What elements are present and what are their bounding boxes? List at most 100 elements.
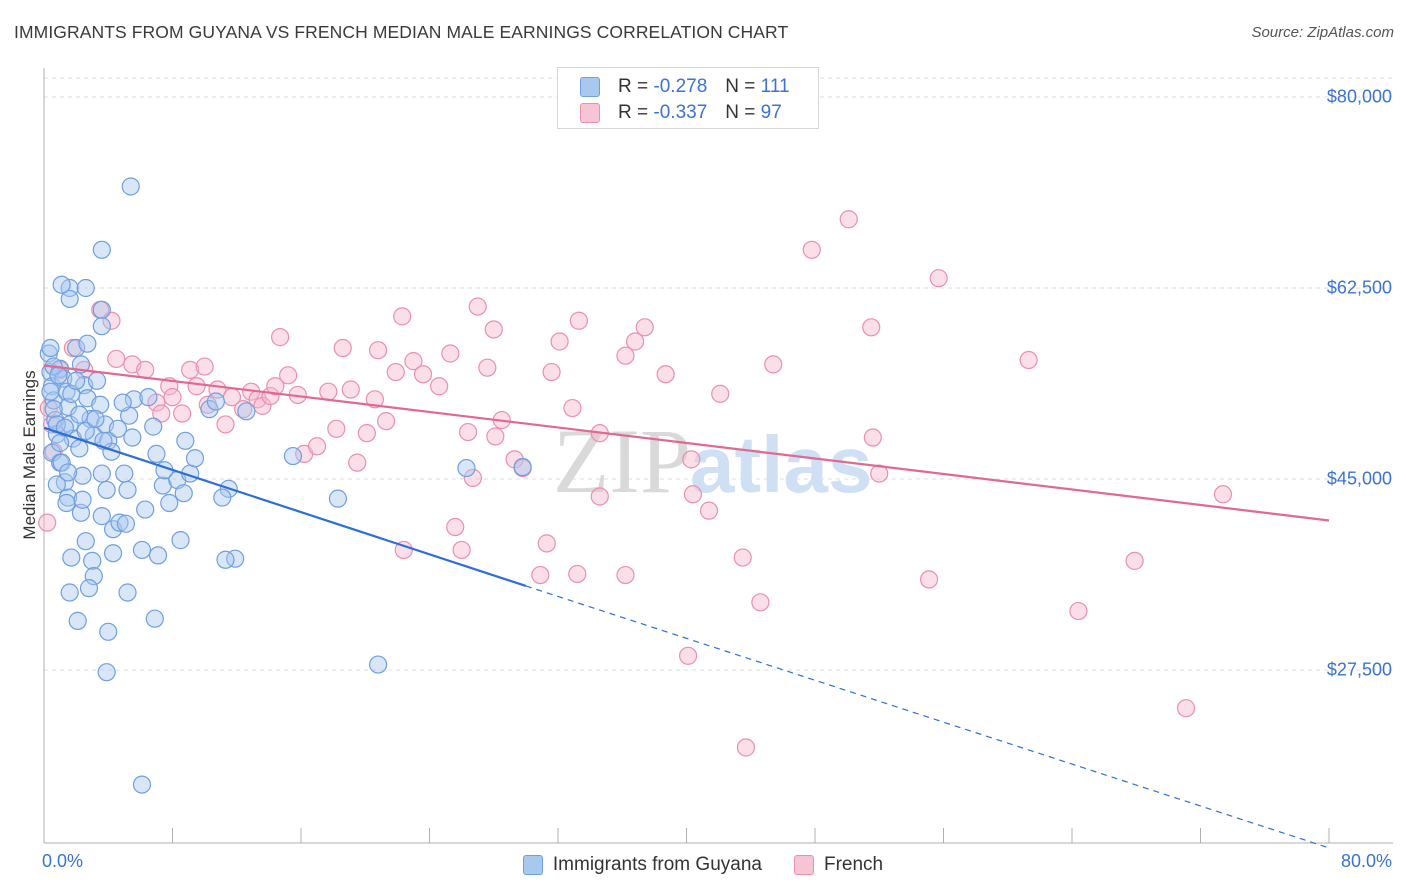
r-label: R =	[618, 102, 649, 123]
french-point	[679, 646, 698, 665]
french-point	[327, 419, 346, 438]
guyana-point	[92, 507, 111, 526]
guyana-point	[237, 402, 256, 421]
guyana-point	[92, 317, 111, 336]
french-trendline	[43, 364, 1330, 522]
guyana-point	[97, 480, 116, 500]
french-point	[839, 210, 858, 229]
guyana-point	[92, 240, 111, 259]
guyana-point	[123, 428, 142, 447]
french-point	[1213, 485, 1233, 504]
n-value-guyana: 111	[760, 76, 790, 97]
french-point	[187, 377, 206, 396]
french-point	[569, 311, 588, 330]
french-point	[625, 332, 645, 351]
french-point	[369, 341, 388, 360]
french-point	[862, 318, 881, 337]
french-point	[458, 422, 478, 442]
french-point	[1019, 350, 1038, 370]
french-point	[430, 377, 449, 396]
guyana-point	[67, 338, 86, 358]
french-point	[590, 487, 609, 506]
french-point	[341, 380, 360, 399]
guyana-point	[58, 463, 78, 482]
french-point	[365, 390, 384, 409]
chart-legend: Immigrants from Guyana French	[0, 851, 1406, 879]
guyana-point	[513, 457, 532, 477]
french-point	[1125, 551, 1144, 570]
guyana-point	[116, 514, 136, 533]
legend-label-french: French	[823, 854, 884, 875]
guyana-point	[328, 489, 348, 508]
guyana-point	[78, 334, 97, 353]
guyana-point	[174, 484, 193, 503]
french-point	[446, 517, 465, 537]
watermark: ZIP atlas	[553, 410, 872, 512]
guyana-point	[200, 400, 219, 419]
french-swatch	[580, 103, 600, 123]
french-point	[333, 338, 352, 358]
n-value-french: 97	[760, 102, 782, 123]
r-value-guyana: -0.278	[653, 76, 708, 97]
guyana-point	[457, 458, 476, 478]
french-point	[163, 388, 182, 407]
guyana-point	[206, 392, 225, 411]
french-point	[404, 352, 423, 371]
french-point	[486, 427, 505, 446]
guyana-point	[84, 567, 103, 586]
french-point	[542, 362, 561, 382]
french-point	[870, 464, 889, 483]
french-point	[751, 593, 770, 612]
guyana-point	[213, 488, 232, 507]
french-point	[711, 384, 730, 403]
french-point	[136, 360, 155, 379]
french-point	[441, 344, 460, 363]
legend-swatch-french	[793, 855, 814, 875]
n-label: N =	[725, 102, 756, 123]
french-point	[468, 297, 487, 316]
guyana-point	[144, 417, 163, 436]
french-point	[386, 362, 405, 382]
stats-row-guyana: R = -0.278 N = 111	[580, 74, 790, 100]
guyana-point	[171, 531, 190, 550]
guyana-point	[115, 464, 134, 483]
french-point	[279, 366, 298, 385]
guyana-point	[76, 278, 95, 298]
french-point	[683, 485, 703, 504]
french-point	[929, 269, 948, 288]
guyana-point	[160, 493, 179, 513]
legend-item-guyana[interactable]: Immigrants from Guyana	[522, 854, 762, 876]
guyana-point	[226, 549, 245, 568]
r-value-french: -0.337	[653, 102, 708, 123]
guyana-point	[68, 611, 87, 630]
chart-source: Source: ZipAtlas.com	[1251, 24, 1394, 41]
french-point	[563, 398, 582, 418]
french-point	[635, 318, 654, 337]
y-tick-label-45000: $45,000	[1326, 468, 1392, 489]
guyana-swatch	[580, 77, 600, 97]
french-point	[616, 346, 635, 365]
guyana-point	[121, 177, 140, 196]
french-point	[266, 377, 285, 396]
french-point	[152, 404, 171, 423]
french-point	[699, 501, 719, 520]
guyana-point	[148, 546, 168, 565]
legend-item-french[interactable]: French	[793, 854, 884, 876]
guyana-point	[60, 289, 79, 309]
french-point	[736, 738, 756, 757]
y-tick-label-62500: $62,500	[1326, 277, 1392, 298]
french-point	[656, 365, 675, 384]
guyana-point	[92, 464, 111, 483]
guyana-point	[60, 583, 79, 602]
french-point	[531, 565, 550, 585]
n-label: N =	[725, 76, 756, 97]
guyana-point	[79, 579, 99, 598]
french-point	[357, 424, 376, 443]
guyana-point	[97, 663, 116, 682]
watermark-zip: ZIP	[553, 410, 691, 512]
r-label: R =	[618, 76, 649, 97]
guyana-point	[87, 371, 107, 390]
french-point	[393, 307, 412, 326]
guyana-point	[60, 415, 79, 434]
